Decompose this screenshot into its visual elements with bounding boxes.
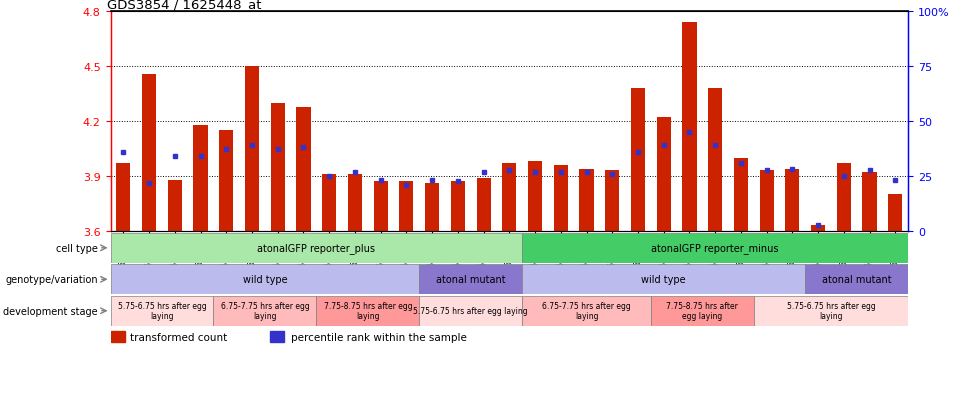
Bar <box>862 173 876 231</box>
Bar <box>419 296 522 326</box>
Text: atonal mutant: atonal mutant <box>822 275 892 285</box>
Bar <box>651 296 753 326</box>
Bar <box>213 296 316 326</box>
Bar <box>522 265 805 294</box>
Bar <box>348 175 362 231</box>
Text: wild type: wild type <box>242 275 287 285</box>
Bar <box>528 162 542 231</box>
Text: 6.75-7.75 hrs after egg
laying: 6.75-7.75 hrs after egg laying <box>542 301 630 320</box>
Text: 5.75-6.75 hrs after egg
laying: 5.75-6.75 hrs after egg laying <box>787 301 875 320</box>
Bar <box>837 164 850 231</box>
Bar <box>116 164 131 231</box>
Text: 5.75-6.75 hrs after egg laying: 5.75-6.75 hrs after egg laying <box>413 306 528 316</box>
Bar <box>111 332 125 342</box>
Bar <box>111 296 213 326</box>
Bar <box>759 171 774 231</box>
Bar <box>451 182 465 231</box>
Bar <box>111 265 419 294</box>
Bar <box>168 180 182 231</box>
Bar <box>605 171 619 231</box>
Text: 5.75-6.75 hrs after egg
laying: 5.75-6.75 hrs after egg laying <box>117 301 207 320</box>
Bar <box>682 23 697 231</box>
Bar <box>425 184 439 231</box>
Text: percentile rank within the sample: percentile rank within the sample <box>291 332 467 342</box>
Bar <box>296 107 310 231</box>
Bar <box>785 169 800 231</box>
Bar <box>656 118 671 231</box>
Text: atonalGFP reporter_minus: atonalGFP reporter_minus <box>652 243 779 254</box>
Bar <box>322 175 336 231</box>
Text: atonalGFP reporter_plus: atonalGFP reporter_plus <box>258 243 376 254</box>
Text: atonal mutant: atonal mutant <box>436 275 505 285</box>
Bar <box>888 195 902 231</box>
Bar <box>554 166 568 231</box>
Bar <box>811 226 825 231</box>
Text: transformed count: transformed count <box>130 332 227 342</box>
Text: genotype/variation: genotype/variation <box>5 275 98 285</box>
Bar <box>316 296 419 326</box>
Bar <box>193 126 208 231</box>
Bar <box>708 89 723 231</box>
Bar <box>477 178 491 231</box>
Bar <box>219 131 234 231</box>
Text: wild type: wild type <box>641 275 686 285</box>
Bar <box>400 182 413 231</box>
Bar <box>734 158 748 231</box>
Text: development stage: development stage <box>3 306 98 316</box>
Bar <box>579 169 594 231</box>
Bar <box>631 89 645 231</box>
Bar <box>245 67 259 231</box>
Bar <box>805 265 908 294</box>
Bar <box>142 74 157 231</box>
Bar <box>270 332 284 342</box>
Bar <box>503 164 516 231</box>
Bar <box>374 182 387 231</box>
Text: 6.75-7.75 hrs after egg
laying: 6.75-7.75 hrs after egg laying <box>220 301 309 320</box>
Bar <box>111 233 522 263</box>
Bar <box>419 265 522 294</box>
Text: GDS3854 / 1625448_at: GDS3854 / 1625448_at <box>107 0 261 11</box>
Bar <box>753 296 908 326</box>
Text: cell type: cell type <box>56 243 98 253</box>
Bar <box>522 233 908 263</box>
Text: 7.75-8.75 hrs after
egg laying: 7.75-8.75 hrs after egg laying <box>666 301 738 320</box>
Bar <box>271 104 284 231</box>
Text: 7.75-8.75 hrs after egg
laying: 7.75-8.75 hrs after egg laying <box>324 301 412 320</box>
Bar <box>522 296 651 326</box>
